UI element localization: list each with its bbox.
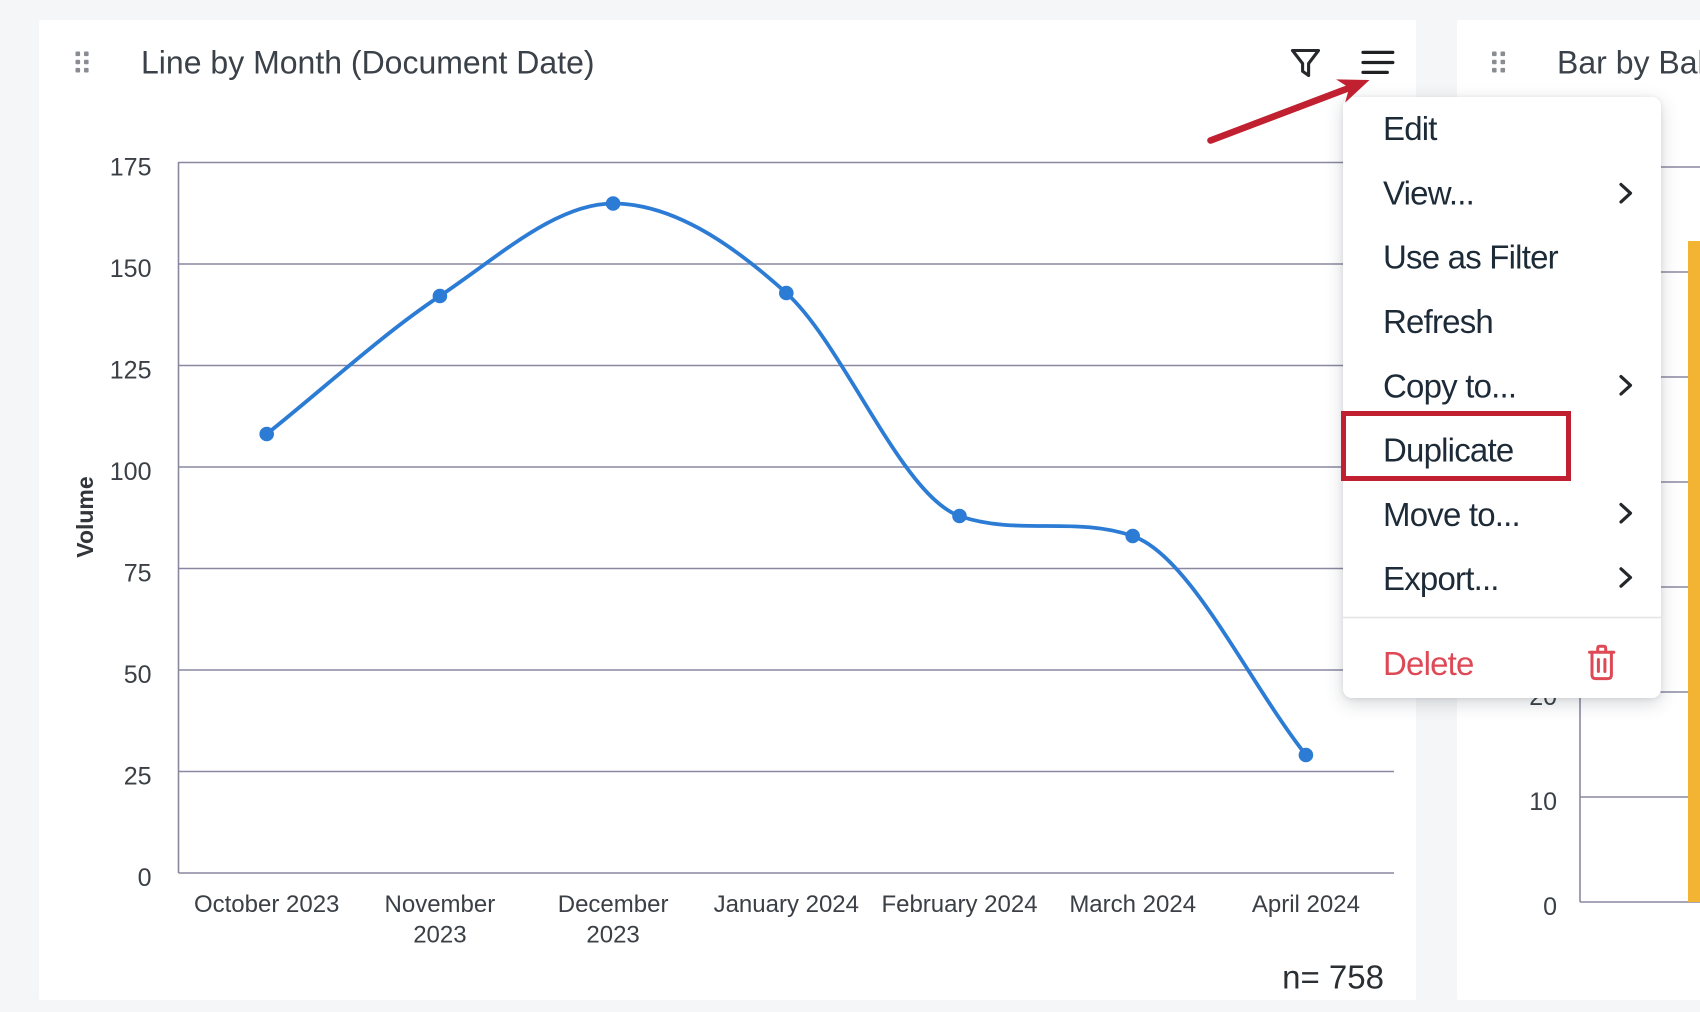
svg-text:Export...: Export... [1383, 560, 1499, 597]
svg-text:Use as Filter: Use as Filter [1383, 239, 1559, 276]
svg-text:January 2024: January 2024 [714, 891, 859, 918]
svg-text:175: 175 [110, 154, 152, 182]
svg-text:Copy to...: Copy to... [1383, 367, 1516, 404]
svg-text:150: 150 [110, 255, 152, 283]
svg-text:April 2024: April 2024 [1252, 891, 1360, 918]
svg-text:Volume: Volume [72, 476, 98, 557]
svg-text:Delete: Delete [1383, 645, 1474, 682]
svg-text:March 2024: March 2024 [1069, 891, 1196, 918]
svg-text:n= 758: n= 758 [1282, 959, 1384, 996]
svg-text:Edit: Edit [1383, 110, 1437, 147]
svg-text:50: 50 [124, 661, 152, 689]
svg-text:View...: View... [1383, 174, 1474, 211]
svg-text:100: 100 [110, 458, 152, 486]
svg-text:December: December [558, 891, 669, 918]
svg-text:10: 10 [1529, 788, 1557, 816]
svg-text:November: November [385, 891, 496, 918]
svg-text:0: 0 [138, 864, 152, 892]
svg-text:Refresh: Refresh [1383, 303, 1493, 340]
svg-text:Bar by Balance: Bar by Balance [1557, 45, 1700, 81]
svg-text:2023: 2023 [413, 922, 466, 949]
svg-text:2023: 2023 [586, 922, 639, 949]
svg-text:Line by Month (Document Date): Line by Month (Document Date) [141, 45, 595, 81]
svg-text:Move to...: Move to... [1383, 496, 1520, 533]
svg-text:75: 75 [124, 560, 152, 588]
svg-text:0: 0 [1543, 893, 1557, 921]
svg-text:February 2024: February 2024 [881, 891, 1037, 918]
svg-text:125: 125 [110, 357, 152, 385]
svg-text:25: 25 [124, 763, 152, 791]
svg-text:October 2023: October 2023 [194, 891, 339, 918]
svg-text:Duplicate: Duplicate [1383, 432, 1513, 469]
